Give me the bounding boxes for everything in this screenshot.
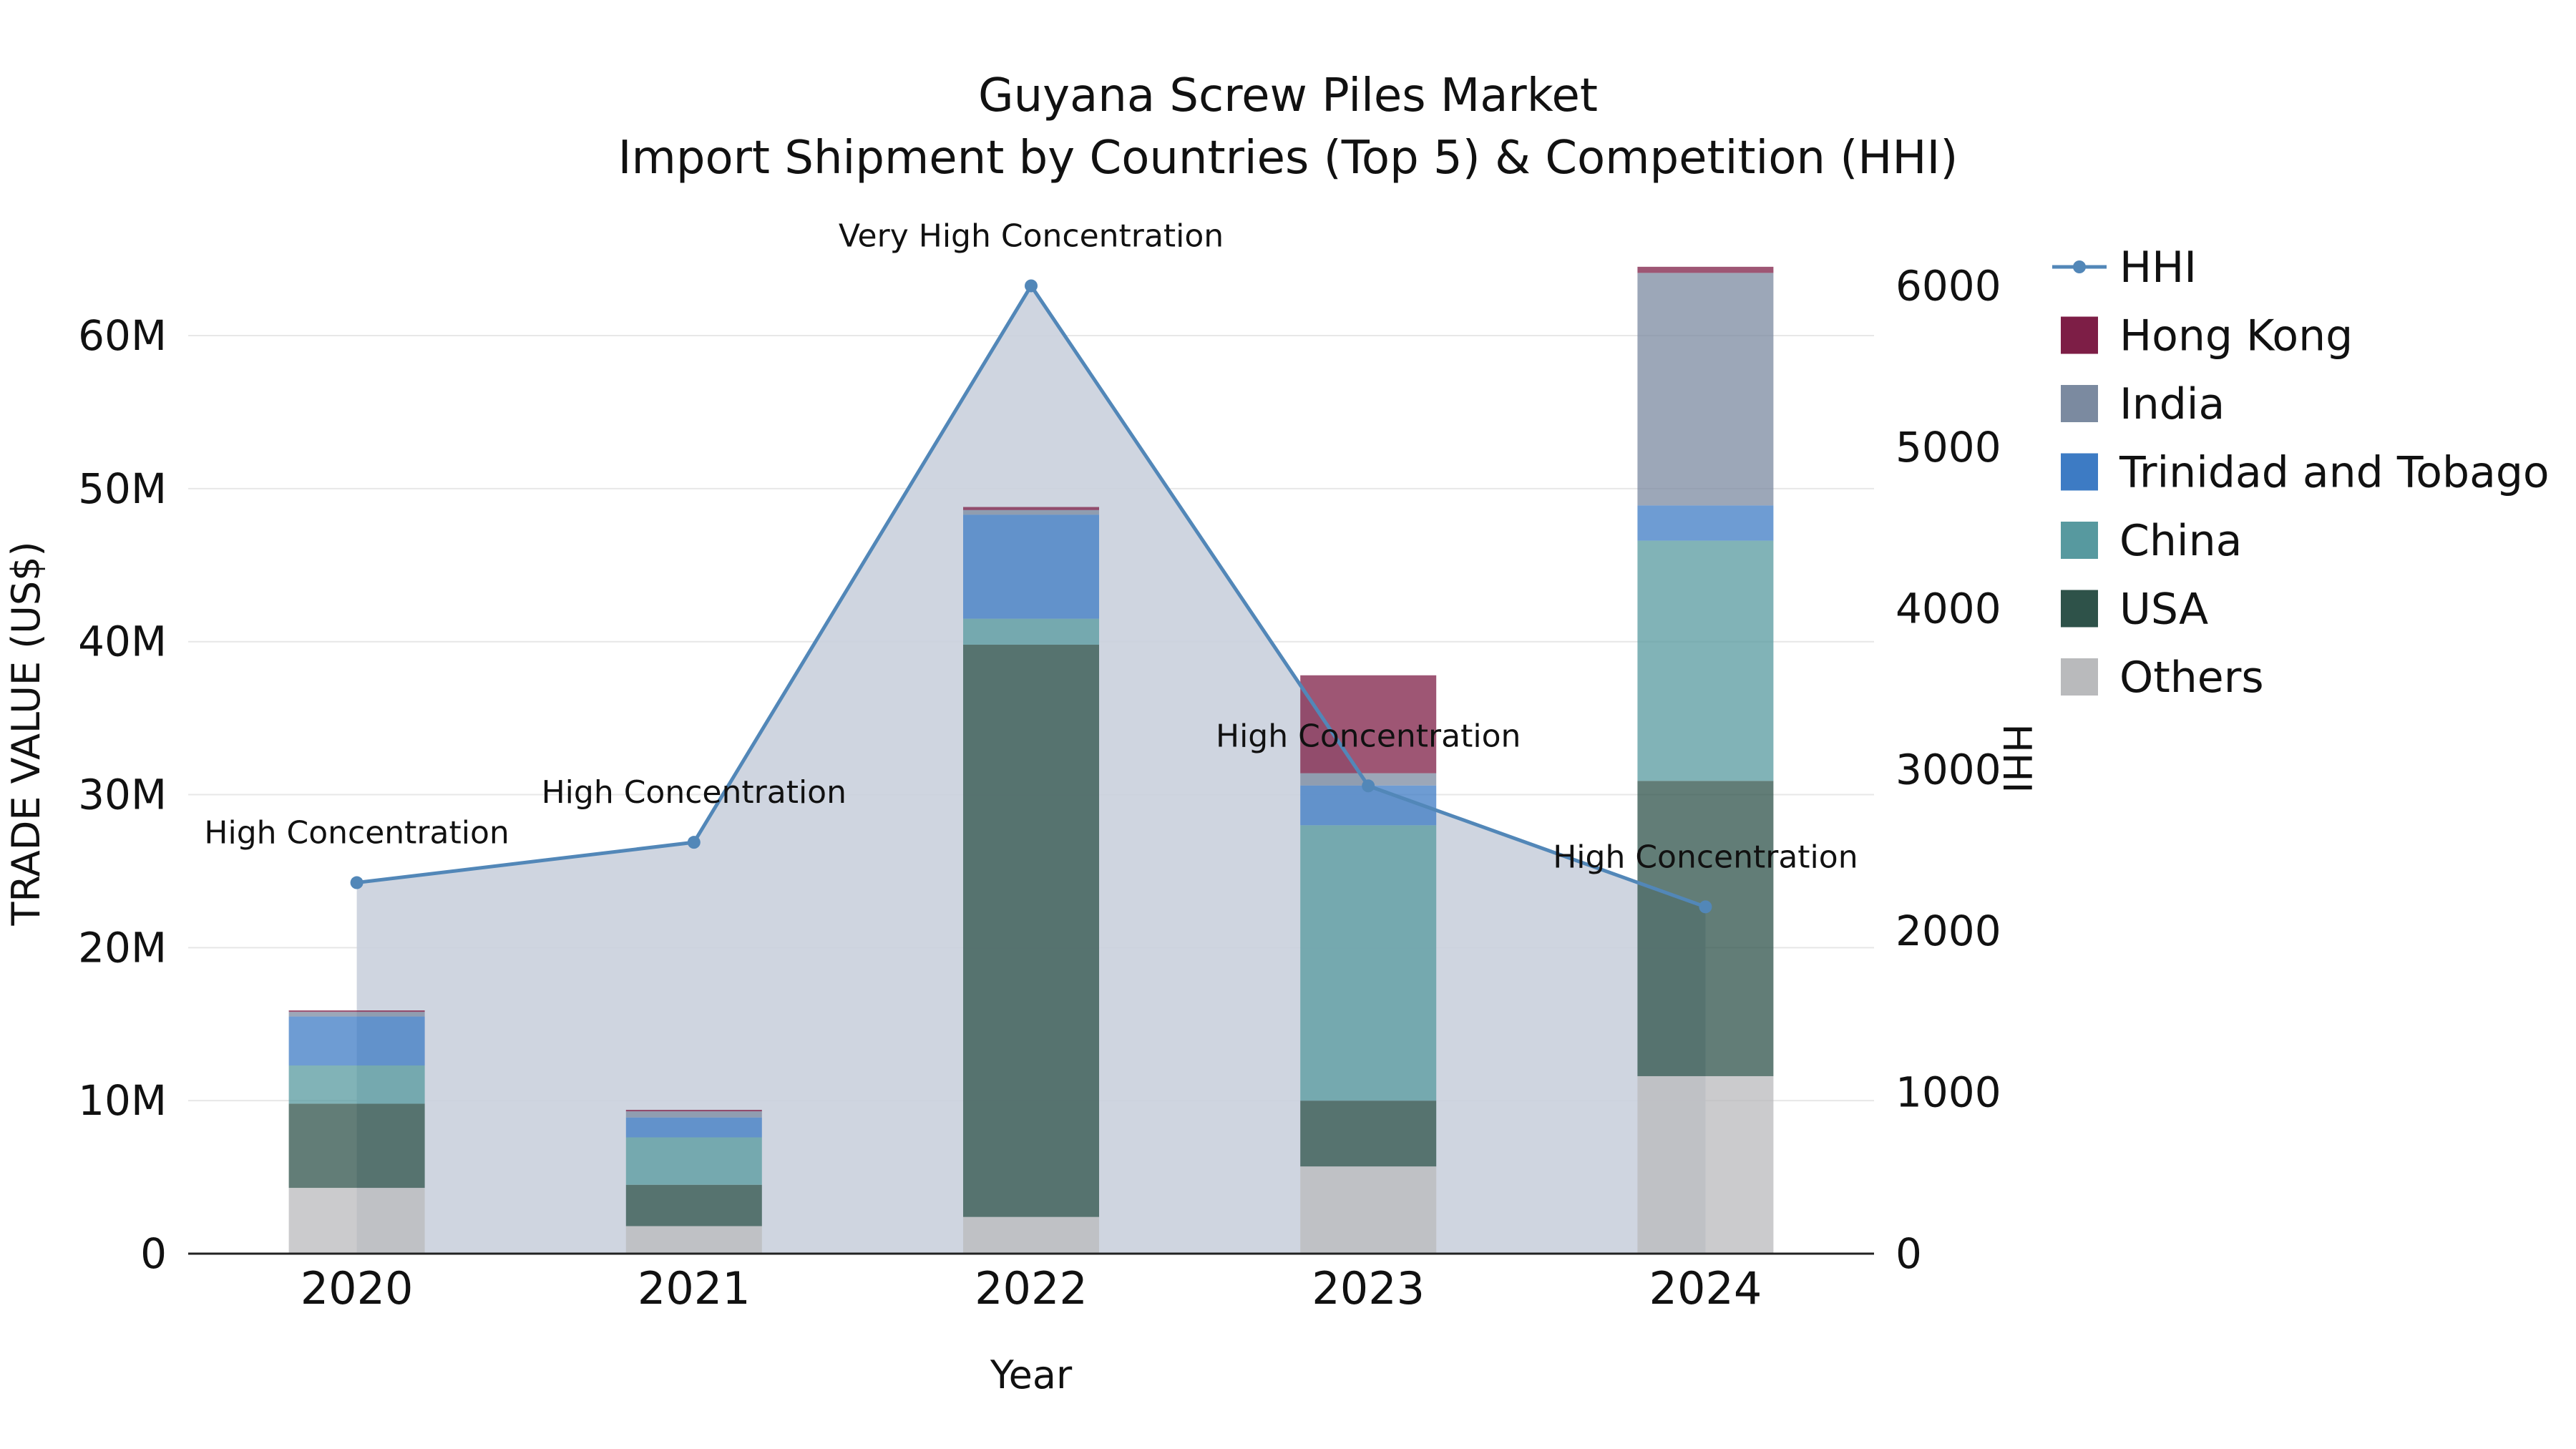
legend-item-hong-kong[interactable]: Hong Kong bbox=[2061, 311, 2353, 361]
y-right-tick-label: 2000 bbox=[1896, 907, 2001, 955]
bar-segment-hong-kong[interactable] bbox=[963, 507, 1099, 510]
chart-title-line1: Guyana Screw Piles Market bbox=[978, 69, 1598, 122]
bar-segment-india[interactable] bbox=[625, 1111, 762, 1118]
legend-color-swatch bbox=[2061, 453, 2098, 491]
legend-line-marker bbox=[2073, 260, 2086, 273]
hhi-annotation: Very High Concentration bbox=[839, 218, 1224, 254]
legend-label: India bbox=[2119, 379, 2225, 429]
hhi-annotation: High Concentration bbox=[1216, 718, 1521, 754]
plot-area: High Concentration High Concentration Very… bbox=[78, 218, 2001, 1314]
bar-segment-china[interactable] bbox=[1300, 825, 1437, 1101]
legend-color-swatch bbox=[2061, 590, 2098, 628]
bar-segment-hong-kong[interactable] bbox=[1300, 675, 1437, 774]
bar-segment-trinidad-and-tobago[interactable] bbox=[963, 514, 1099, 619]
bar-segment-others[interactable] bbox=[1637, 1075, 1774, 1254]
bar-segment-india[interactable] bbox=[288, 1012, 425, 1017]
y-left-tick-label: 40M bbox=[78, 618, 167, 666]
hhi-marker[interactable] bbox=[1025, 279, 1038, 293]
legend-color-swatch bbox=[2061, 385, 2098, 422]
bar-segment-china[interactable] bbox=[288, 1065, 425, 1104]
x-tick-label: 2021 bbox=[638, 1262, 751, 1314]
legend-item-hhi[interactable]: HHI bbox=[2052, 243, 2197, 293]
legend-label: Others bbox=[2119, 653, 2264, 703]
x-tick-label: 2022 bbox=[975, 1262, 1088, 1314]
bar-segment-usa[interactable] bbox=[963, 644, 1099, 1217]
bar-segment-trinidad-and-tobago[interactable] bbox=[625, 1117, 762, 1138]
x-tick-label: 2023 bbox=[1312, 1262, 1425, 1314]
y-left-tick-label: 0 bbox=[140, 1229, 167, 1278]
y-left-tick-label: 50M bbox=[78, 464, 167, 513]
hhi-marker[interactable] bbox=[350, 876, 364, 889]
y-left-tick-label: 20M bbox=[78, 923, 167, 972]
bar-segment-usa[interactable] bbox=[625, 1184, 762, 1226]
legend-label: Trinidad and Tobago bbox=[2119, 448, 2550, 498]
legend-item-trinidad-and-tobago[interactable]: Trinidad and Tobago bbox=[2061, 448, 2550, 498]
hhi-marker[interactable] bbox=[687, 836, 701, 849]
bar-segment-hong-kong[interactable] bbox=[625, 1110, 762, 1112]
legend-item-usa[interactable]: USA bbox=[2061, 585, 2208, 635]
bar-segment-hong-kong[interactable] bbox=[1637, 266, 1774, 273]
y-right-tick-label: 6000 bbox=[1896, 261, 2001, 310]
bar-segment-usa[interactable] bbox=[288, 1103, 425, 1189]
bar-segment-india[interactable] bbox=[1300, 773, 1437, 786]
chart-title-line2: Import Shipment by Countries (Top 5) & C… bbox=[618, 132, 1958, 185]
hhi-marker[interactable] bbox=[1699, 900, 1712, 914]
legend-color-swatch bbox=[2061, 658, 2098, 696]
hhi-marker[interactable] bbox=[1362, 779, 1375, 793]
legend-label: Hong Kong bbox=[2119, 311, 2353, 361]
hhi-annotation: High Concentration bbox=[1553, 839, 1858, 875]
y-right-tick-label: 5000 bbox=[1896, 423, 2001, 472]
legend-label: China bbox=[2119, 516, 2242, 566]
y-right-tick-label: 0 bbox=[1896, 1229, 1922, 1278]
x-tick-label: 2024 bbox=[1649, 1262, 1762, 1314]
bar-segment-india[interactable] bbox=[963, 509, 1099, 515]
bar-segment-hong-kong[interactable] bbox=[288, 1010, 425, 1013]
bar-segment-others[interactable] bbox=[1300, 1166, 1437, 1254]
legend: HHI Hong Kong India Trinidad and Tobago Chin… bbox=[2052, 243, 2550, 703]
legend-label: HHI bbox=[2119, 243, 2197, 293]
y-right-tick-label: 1000 bbox=[1896, 1068, 2001, 1117]
bar-segment-others[interactable] bbox=[625, 1226, 762, 1254]
bar-segment-others[interactable] bbox=[288, 1188, 425, 1254]
y-left-tick-label: 30M bbox=[78, 771, 167, 819]
legend-label: USA bbox=[2119, 585, 2208, 635]
legend-color-swatch bbox=[2061, 522, 2098, 559]
hhi-annotation: High Concentration bbox=[204, 815, 509, 852]
legend-item-china[interactable]: China bbox=[2061, 516, 2242, 566]
bar-segment-india[interactable] bbox=[1637, 273, 1774, 506]
y-left-tick-label: 60M bbox=[78, 311, 167, 360]
legend-item-india[interactable]: India bbox=[2061, 379, 2225, 429]
bar-segment-usa[interactable] bbox=[1637, 781, 1774, 1076]
legend-item-others[interactable]: Others bbox=[2061, 653, 2264, 703]
hhi-annotation: High Concentration bbox=[542, 774, 847, 811]
x-axis-title: Year bbox=[990, 1352, 1073, 1397]
x-tick-label: 2020 bbox=[301, 1262, 414, 1314]
y-right-tick-label: 4000 bbox=[1896, 584, 2001, 633]
bar-segment-china[interactable] bbox=[963, 618, 1099, 645]
bar-segment-china[interactable] bbox=[625, 1137, 762, 1185]
legend-color-swatch bbox=[2061, 316, 2098, 354]
y2-axis-title: HHI bbox=[1994, 723, 2039, 793]
bar-segment-trinidad-and-tobago[interactable] bbox=[288, 1016, 425, 1065]
y-right-tick-label: 3000 bbox=[1896, 746, 2001, 794]
y-left-tick-label: 10M bbox=[78, 1076, 167, 1125]
bar-segment-trinidad-and-tobago[interactable] bbox=[1637, 505, 1774, 541]
bar-segment-usa[interactable] bbox=[1300, 1101, 1437, 1167]
y-axis-title: TRADE VALUE (US$) bbox=[4, 541, 49, 926]
bar-segment-others[interactable] bbox=[963, 1216, 1099, 1254]
bar-segment-china[interactable] bbox=[1637, 540, 1774, 781]
